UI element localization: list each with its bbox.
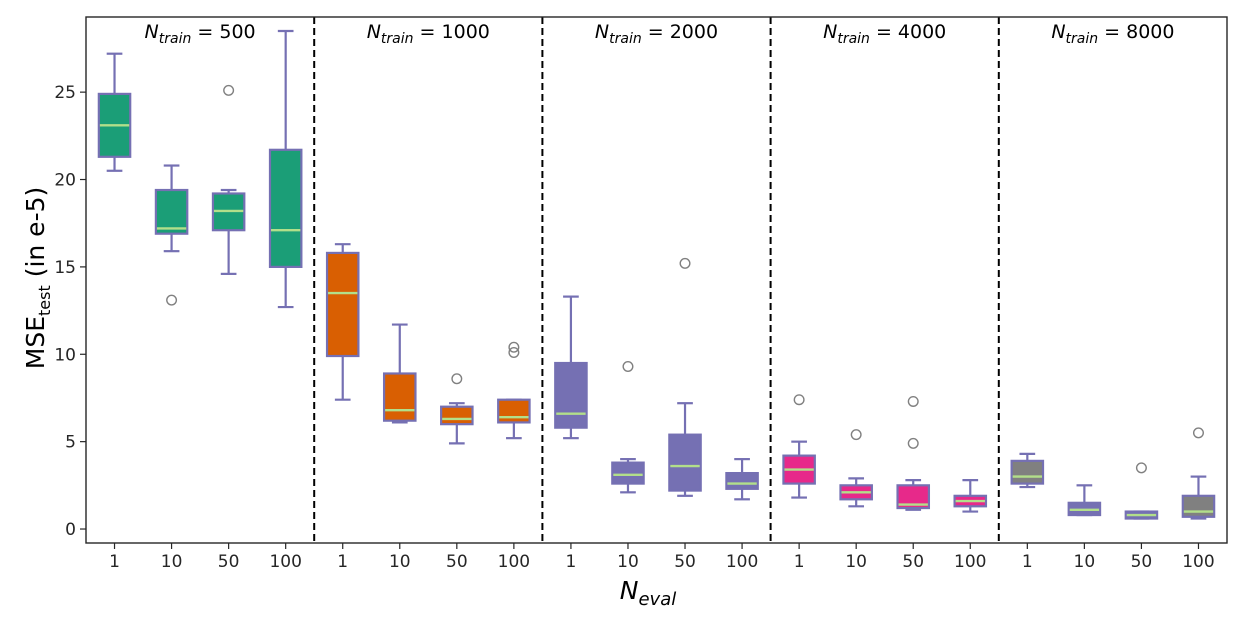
x-tick-label: 10 <box>161 552 183 572</box>
x-tick-label: 50 <box>218 552 240 572</box>
x-tick-label: 100 <box>954 552 986 572</box>
panel-label-value: = 1000 <box>414 21 490 43</box>
plot-area: 0 5 10 15 20 25 1 10 50 100 Ntrain = 500 1 10 50 100 Nt… <box>54 16 1228 572</box>
outlier-point <box>679 257 691 269</box>
x-axis-title: Neval <box>620 576 676 610</box>
panel-label-main: N <box>1051 21 1065 43</box>
panel-label: Ntrain = 500 <box>145 21 256 47</box>
panel-label-main: N <box>823 21 837 43</box>
x-tick-label: 10 <box>845 552 867 572</box>
panel-label-main: N <box>367 21 381 43</box>
outlier-point <box>1192 427 1204 439</box>
box <box>440 405 474 426</box>
outlier-point <box>793 394 805 406</box>
x-axis-title-sub: eval <box>638 589 676 610</box>
y-tick-label: 0 <box>65 520 76 540</box>
x-tick-label: 100 <box>1182 552 1214 572</box>
box <box>611 461 645 485</box>
box <box>382 372 417 422</box>
y-tick-label: 20 <box>54 171 76 191</box>
box <box>268 148 303 268</box>
x-tick-label: 1 <box>794 552 805 572</box>
x-tick-label: 50 <box>674 552 696 572</box>
panel-label-value: = 500 <box>191 21 255 43</box>
y-tick-label: 15 <box>54 258 76 278</box>
panel-label-sub: train <box>381 31 414 47</box>
plot-frame <box>85 16 1228 544</box>
box <box>725 471 759 490</box>
outlier-point <box>850 429 862 441</box>
outlier-point <box>223 84 235 96</box>
x-tick-label: 50 <box>446 552 468 572</box>
panel-label: Ntrain = 1000 <box>367 21 490 47</box>
box <box>896 484 931 510</box>
panel-label-main: N <box>145 21 159 43</box>
panel-label-main: N <box>595 21 609 43</box>
panel-label-value: = 8000 <box>1098 21 1174 43</box>
x-tick-label: 1 <box>566 552 577 572</box>
x-axis-title-main: N <box>620 576 639 605</box>
x-tick-label: 10 <box>389 552 411 572</box>
outlier-point <box>166 294 178 306</box>
panel-label: Ntrain = 4000 <box>823 21 946 47</box>
box <box>1181 494 1216 518</box>
x-tick-label: 100 <box>269 552 301 572</box>
panel-label-sub: train <box>1066 31 1099 47</box>
y-tick-label: 25 <box>54 83 76 103</box>
panel-label-sub: train <box>837 31 870 47</box>
y-axis-title-sub: test <box>35 285 54 316</box>
x-tick-label: 1 <box>1022 552 1033 572</box>
panel-label-value: = 2000 <box>642 21 718 43</box>
y-axis-title: MSEtest (in e-5) <box>21 187 54 369</box>
y-tick-label: 10 <box>54 345 76 365</box>
panel-label-sub: train <box>159 31 192 47</box>
x-tick-label: 50 <box>902 552 924 572</box>
y-axis-title-suffix: (in e-5) <box>21 187 50 286</box>
x-tick-label: 100 <box>726 552 758 572</box>
panel-label-value: = 4000 <box>870 21 946 43</box>
x-tick-label: 10 <box>1074 552 1096 572</box>
box <box>1010 459 1045 485</box>
panel-label: Ntrain = 2000 <box>595 21 718 47</box>
y-axis-title-main: MSE <box>21 316 50 369</box>
outlier-point <box>622 361 634 373</box>
box <box>325 251 360 358</box>
y-tick-label: 5 <box>65 433 76 453</box>
x-tick-label: 50 <box>1131 552 1153 572</box>
box <box>554 361 588 429</box>
outlier-point <box>508 341 520 353</box>
panel-label-sub: train <box>609 31 642 47</box>
x-tick-label: 1 <box>109 552 120 572</box>
x-tick-label: 10 <box>617 552 639 572</box>
box <box>668 433 702 492</box>
box <box>154 188 189 235</box>
panel-label: Ntrain = 8000 <box>1051 21 1174 47</box>
x-tick-label: 1 <box>337 552 348 572</box>
outlier-point <box>451 373 463 385</box>
outlier-point <box>907 395 919 407</box>
outlier-point <box>1135 462 1147 474</box>
outlier-point <box>508 347 520 359</box>
x-tick-label: 100 <box>498 552 530 572</box>
outlier-point <box>907 437 919 449</box>
box <box>497 398 531 424</box>
